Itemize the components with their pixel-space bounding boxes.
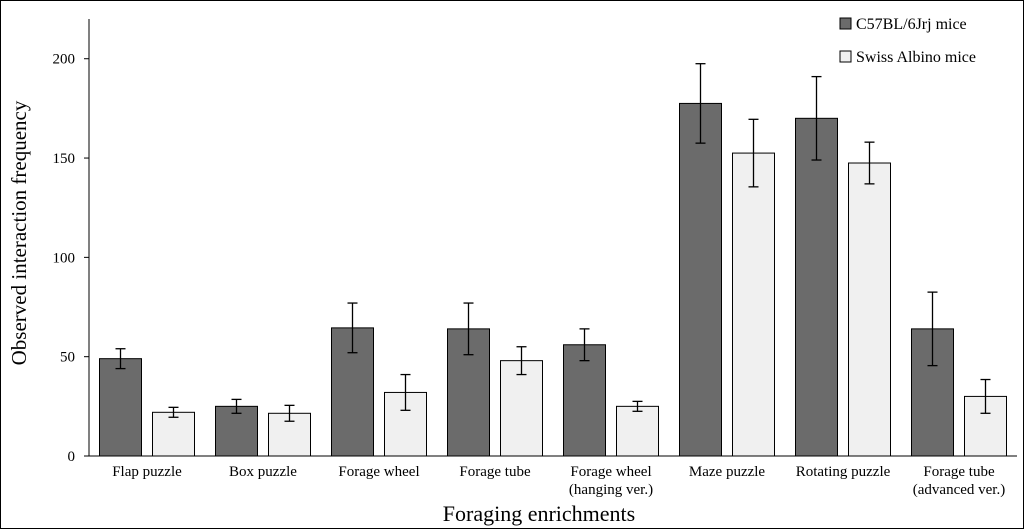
category-label: Rotating puzzle — [796, 464, 891, 480]
legend-label-series-2: Swiss Albino mice — [856, 49, 976, 66]
legend-swatch-series-1 — [839, 17, 852, 30]
category-label: Forage wheel — [570, 464, 651, 480]
bar-series-2 — [732, 152, 775, 457]
y-tick-label: 100 — [53, 250, 76, 266]
category-label: Maze puzzle — [689, 464, 766, 480]
y-tick-label: 150 — [53, 151, 76, 167]
legend: C57BL/6Jrj mice Swiss Albino mice — [839, 16, 976, 66]
error-bars-group — [115, 63, 991, 422]
bar-series-1 — [679, 102, 722, 457]
category-label: Box puzzle — [229, 464, 297, 480]
bar-series-1 — [215, 405, 258, 457]
y-tick-label: 50 — [60, 350, 75, 366]
legend-swatch-series-2 — [839, 50, 852, 63]
bar-series-2 — [152, 411, 195, 457]
bars-group — [99, 102, 1007, 457]
category-label: Forage tube — [459, 464, 531, 480]
y-tick-label: 0 — [68, 449, 76, 465]
bar-series-2 — [500, 360, 543, 457]
category-label: Flap puzzle — [112, 464, 182, 480]
category-label: Forage tube — [923, 464, 995, 480]
bar-series-2 — [848, 162, 891, 457]
y-tick-label: 200 — [53, 52, 76, 68]
category-labels: Flap puzzle Box puzzle Forage wheel Forage … — [112, 464, 1005, 498]
bar-series-2 — [616, 405, 659, 457]
category-label: (hanging ver.) — [569, 482, 653, 498]
bar-series-1 — [795, 117, 838, 457]
bar-series-1 — [563, 344, 606, 457]
y-axis-title: Observed interaction frequency — [7, 100, 31, 365]
category-label: (advanced ver.) — [913, 482, 1005, 498]
bar-series-1 — [99, 358, 142, 457]
x-axis-title: Foraging enrichments — [443, 501, 635, 526]
legend-label-series-1: C57BL/6Jrj mice — [856, 16, 967, 33]
category-label: Forage wheel — [338, 464, 419, 480]
